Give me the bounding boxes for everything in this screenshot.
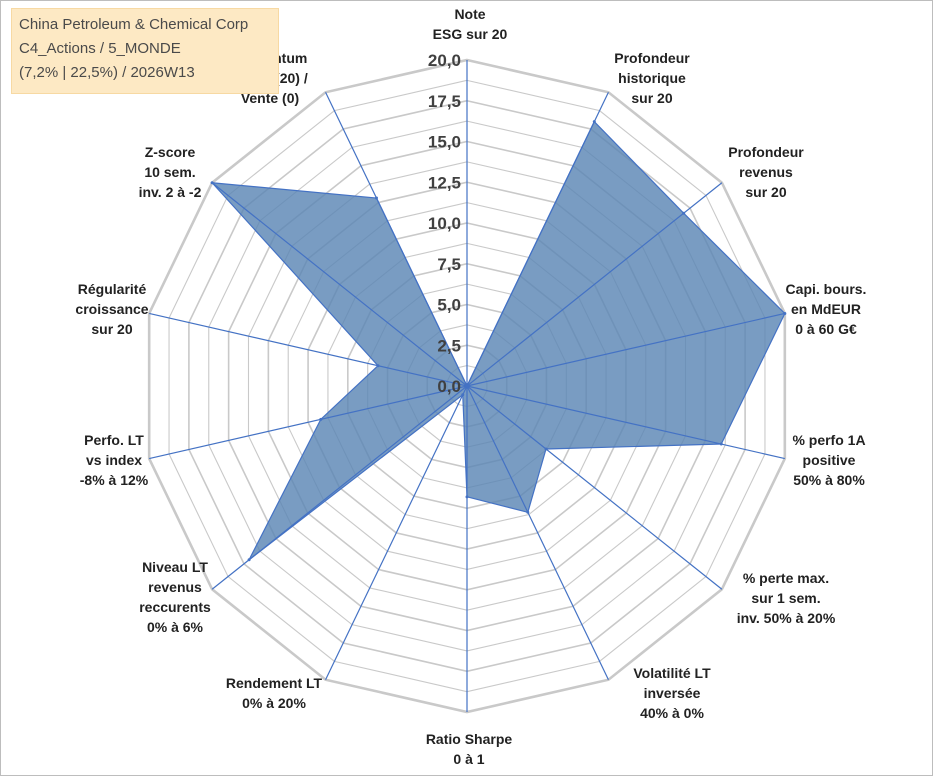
- data-point: [544, 447, 548, 451]
- data-point: [719, 442, 723, 446]
- chart-title-box: China Petroleum & Chemical Corp C4_Actio…: [11, 8, 279, 94]
- axis-spoke: [325, 385, 468, 680]
- axis-label: Perfo. LT vs index -8% à 12%: [79, 432, 149, 488]
- axis-spoke: [211, 385, 468, 590]
- category-label: C4_Actions / 5_MONDE: [19, 40, 181, 57]
- data-point: [376, 364, 380, 368]
- axis-spoke: [466, 385, 723, 590]
- axis-label: Profondeur revenus sur 20: [728, 144, 804, 200]
- axis-spoke: [149, 385, 468, 460]
- axis-label: Rendement LT 0% à 20%: [225, 675, 323, 711]
- axis-label: % perte max. sur 1 sem. inv. 50% à 20%: [736, 570, 836, 626]
- axis-label: Niveau LT revenus reccurents 0% à 6%: [139, 559, 211, 635]
- axis-label: Capi. bours. en MdEUR 0 à 60 G€: [785, 281, 867, 337]
- data-point: [461, 393, 465, 397]
- axis-spoke: [466, 385, 609, 680]
- data-point: [374, 196, 378, 200]
- axis-label: Ratio Sharpe 0 à 1: [425, 731, 513, 767]
- data-area: [210, 120, 786, 561]
- axis-label: Profondeur historique sur 20: [614, 50, 690, 106]
- r-tick-label: 5,0: [437, 296, 461, 315]
- axis-label: Note ESG sur 20: [432, 6, 508, 42]
- r-tick-label: 17,5: [428, 92, 461, 111]
- r-tick-label: 0,0: [437, 377, 461, 396]
- r-tick-label: 20,0: [428, 51, 461, 70]
- axis-label: Régularité croissance sur 20: [75, 281, 149, 337]
- axis-label: Z-score 10 sem. inv. 2 à -2: [138, 144, 202, 200]
- data-point: [592, 120, 596, 124]
- r-tick-label: 15,0: [428, 133, 461, 152]
- company-name: China Petroleum & Chemical Corp: [19, 16, 249, 33]
- data-point: [465, 384, 469, 388]
- axis-spoke: [149, 312, 468, 387]
- data-point: [247, 558, 251, 562]
- axis-spoke: [466, 312, 785, 387]
- r-tick-label: 12,5: [428, 173, 461, 192]
- data-point: [783, 311, 787, 315]
- axis-label: % perfo 1A positive 50% à 80%: [792, 432, 866, 488]
- axis-label: Volatilité LT inversée 40% à 0%: [633, 665, 711, 721]
- data-point: [210, 181, 214, 185]
- axis-spoke: [211, 182, 468, 387]
- r-tick-label: 2,5: [437, 336, 461, 355]
- data-point: [465, 495, 469, 499]
- data-point: [319, 417, 323, 421]
- stats-label: (7,2% | 22,5%) / 2026W13: [19, 64, 195, 81]
- data-point: [682, 211, 686, 215]
- data-point: [526, 510, 530, 514]
- axis-spoke: [466, 92, 609, 387]
- axis-spoke: [325, 92, 468, 387]
- r-tick-label: 7,5: [437, 255, 461, 274]
- axis-spoke: [466, 385, 785, 460]
- axis-spoke: [466, 182, 723, 387]
- r-tick-label: 10,0: [428, 214, 461, 233]
